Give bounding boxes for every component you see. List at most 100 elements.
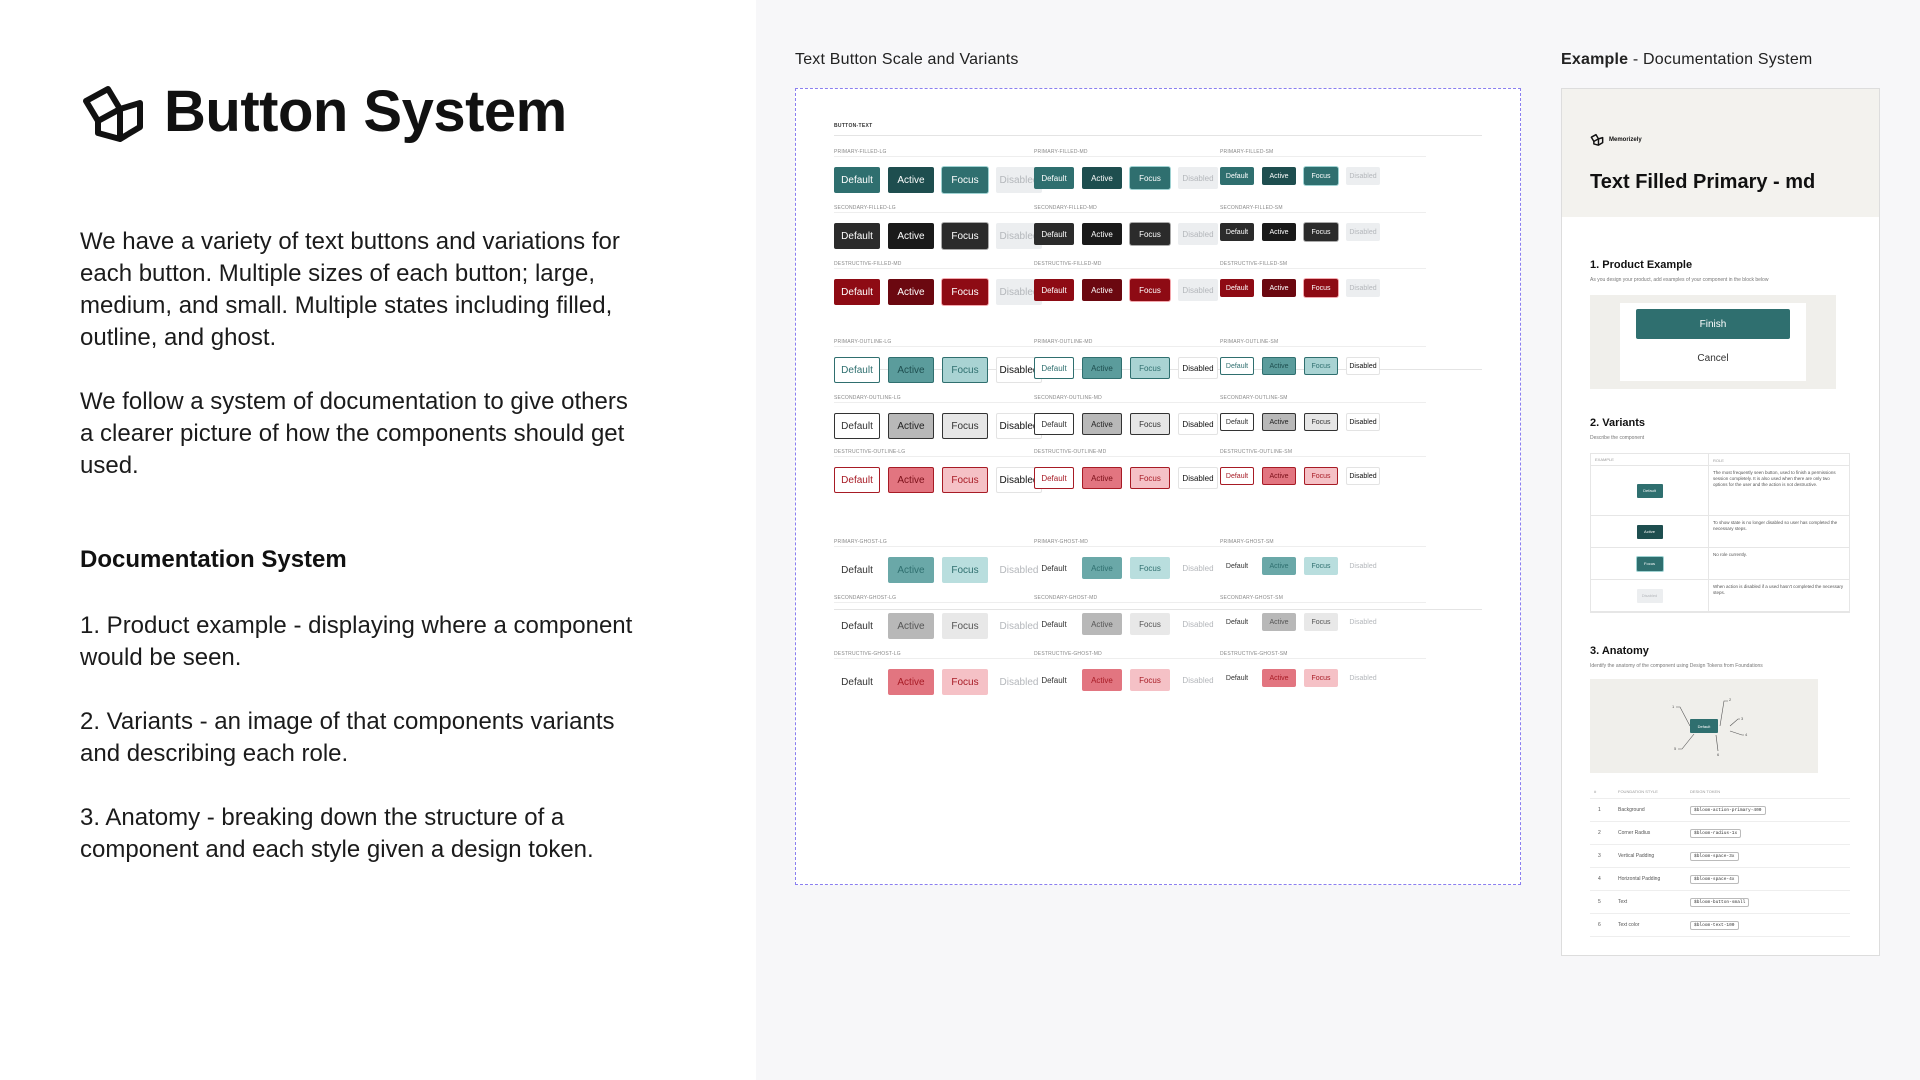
button-default[interactable]: Default [1220, 413, 1254, 431]
button-active[interactable]: Active [1262, 557, 1296, 575]
button-active[interactable]: Active [888, 223, 934, 249]
button-focus[interactable]: Focus [1130, 669, 1170, 691]
left-panel: Button System We have a variety of text … [0, 0, 756, 1080]
button-default[interactable]: Default [834, 467, 880, 493]
button-focus[interactable]: Focus [942, 613, 988, 639]
button-focus[interactable]: Focus [1130, 167, 1170, 189]
button-default[interactable]: Default [1034, 167, 1074, 189]
button-focus[interactable]: Focus [1130, 357, 1170, 379]
button-default[interactable]: Default [834, 223, 880, 249]
button-default[interactable]: Default [1220, 223, 1254, 241]
button-active[interactable]: Active [1082, 613, 1122, 635]
button-focus[interactable]: Focus [942, 669, 988, 695]
button-focus[interactable]: Focus [1130, 613, 1170, 635]
button-focus[interactable]: Focus [1304, 223, 1338, 241]
button-group-so-sm: SECONDARY-OUTLINE-SM Default Active Focus Di… [1220, 395, 1426, 431]
button-focus[interactable]: Focus [1130, 467, 1170, 489]
button-default[interactable]: Default [1220, 279, 1254, 297]
button-active[interactable]: Active [888, 413, 934, 439]
button-focus[interactable]: Focus [1304, 279, 1338, 297]
button-active[interactable]: Active [1082, 223, 1122, 245]
button-active[interactable]: Active [888, 357, 934, 383]
button-group-label: SECONDARY-FILLED-SM [1220, 205, 1426, 213]
doc-brand-name: Memorizely [1609, 136, 1642, 143]
cancel-button[interactable]: Cancel [1697, 353, 1729, 364]
anatomy-num: 6 [1598, 922, 1601, 928]
variant-role: To show state is no longer disabled so u… [1713, 520, 1838, 531]
button-focus[interactable]: Focus [1130, 223, 1170, 245]
button-active[interactable]: Active [1082, 467, 1122, 489]
button-focus[interactable]: Focus [1304, 167, 1338, 185]
button-active[interactable]: Active [888, 279, 934, 305]
button-default[interactable]: Default [1220, 167, 1254, 185]
button-active[interactable]: Active [1262, 167, 1296, 185]
button-default[interactable]: Default [834, 167, 880, 193]
button-focus[interactable]: Focus [1304, 557, 1338, 575]
button-default[interactable]: Default [1220, 357, 1254, 375]
button-default[interactable]: Default [841, 564, 873, 576]
button-focus[interactable]: Focus [942, 167, 988, 193]
button-active[interactable]: Active [888, 557, 934, 583]
button-default[interactable]: Default [1041, 619, 1067, 629]
button-active[interactable]: Active [1082, 413, 1122, 435]
button-focus[interactable]: Focus [1304, 613, 1338, 631]
button-default[interactable]: Default [1225, 618, 1249, 626]
button-default[interactable]: Default [1225, 562, 1249, 570]
button-default[interactable]: Default [1034, 467, 1074, 489]
button-active[interactable]: Active [1262, 279, 1296, 297]
button-active[interactable]: Active [1262, 223, 1296, 241]
intro-paragraph-1: We have a variety of text buttons and va… [80, 228, 620, 351]
button-default[interactable]: Default [1034, 279, 1074, 301]
button-group-df-sm: DESTRUCTIVE-FILLED-SM Default Active Focus D… [1220, 261, 1426, 297]
button-default[interactable]: Default [1041, 675, 1067, 685]
button-active[interactable]: Active [1082, 669, 1122, 691]
button-focus[interactable]: Focus [1304, 669, 1338, 687]
button-focus[interactable]: Focus [942, 223, 988, 249]
button-default[interactable]: Default [1034, 357, 1074, 379]
button-focus[interactable]: Focus [1304, 467, 1338, 485]
button-default[interactable]: Default [1041, 563, 1067, 573]
variants-col-example: EXAMPLE [1591, 454, 1709, 465]
button-active[interactable]: Active [888, 167, 934, 193]
button-focus[interactable]: Focus [942, 357, 988, 383]
finish-button[interactable]: Finish [1636, 309, 1790, 339]
button-default[interactable]: Default [1220, 467, 1254, 485]
button-focus[interactable]: Focus [942, 413, 988, 439]
button-active[interactable]: Active [1082, 557, 1122, 579]
button-focus[interactable]: Focus [942, 557, 988, 583]
button-focus[interactable]: Focus [942, 467, 988, 493]
button-active[interactable]: Active [888, 613, 934, 639]
button-active[interactable]: Active [1262, 613, 1296, 631]
button-group-sg-sm: SECONDARY-GHOST-SM Default Active Focus Disa… [1220, 595, 1426, 631]
button-disabled: Disabled [1346, 279, 1380, 297]
button-focus[interactable]: Focus [942, 279, 988, 305]
button-active[interactable]: Active [1082, 357, 1122, 379]
button-active[interactable]: Active [1262, 357, 1296, 375]
button-active[interactable]: Active [888, 467, 934, 493]
button-default[interactable]: Default [1034, 223, 1074, 245]
button-default[interactable]: Default [841, 676, 873, 688]
button-focus[interactable]: Focus [1130, 279, 1170, 301]
button-active[interactable]: Active [1082, 279, 1122, 301]
button-focus[interactable]: Focus [1304, 357, 1338, 375]
button-active[interactable]: Active [1262, 413, 1296, 431]
button-default[interactable]: Default [841, 620, 873, 632]
button-default[interactable]: Default [834, 357, 880, 383]
button-focus[interactable]: Focus [1304, 413, 1338, 431]
button-focus[interactable]: Focus [1130, 413, 1170, 435]
button-active[interactable]: Active [1262, 669, 1296, 687]
button-active[interactable]: Active [1082, 167, 1122, 189]
button-group-label: PRIMARY-FILLED-SM [1220, 149, 1426, 157]
product-example: Finish Cancel [1590, 295, 1836, 389]
button-active[interactable]: Active [1262, 467, 1296, 485]
button-active[interactable]: Active [888, 669, 934, 695]
button-default[interactable]: Default [834, 413, 880, 439]
button-default[interactable]: Default [1034, 413, 1074, 435]
button-focus[interactable]: Focus [1130, 557, 1170, 579]
button-default[interactable]: Default [834, 279, 880, 305]
button-group-label: SECONDARY-GHOST-LG [834, 595, 1040, 603]
button-row: Default Active Focus Disabled [834, 669, 1042, 695]
button-default[interactable]: Default [1225, 674, 1249, 682]
button-group-dg-sm: DESTRUCTIVE-GHOST-SM Default Active Focus Di… [1220, 651, 1426, 687]
button-row: Default Active Focus Disabled [1220, 669, 1426, 687]
